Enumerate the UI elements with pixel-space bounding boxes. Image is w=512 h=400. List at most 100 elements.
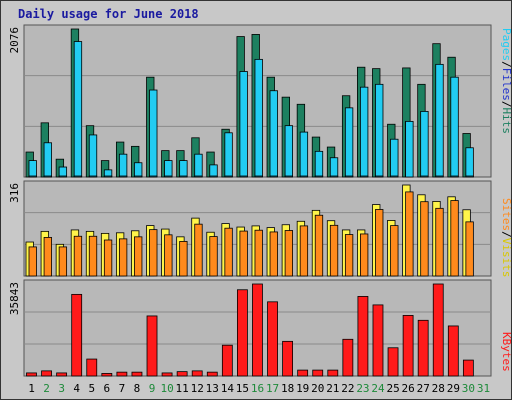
bar-sites-day-20 <box>314 214 324 277</box>
bar-kbytes-day-15 <box>237 289 248 377</box>
bar-sites-day-14 <box>224 227 233 277</box>
bar-sites-day-10 <box>164 234 173 277</box>
bar-sites-day-18 <box>284 230 293 277</box>
bar-sites-day-19 <box>299 225 309 277</box>
bar-sites-day-6 <box>103 239 113 277</box>
bar-files-day-7 <box>118 153 128 178</box>
bar-kbytes-day-2 <box>41 370 52 377</box>
bar-sites-day-30 <box>465 221 474 277</box>
bar-files-day-10 <box>164 160 173 178</box>
chart-bars <box>25 28 474 377</box>
bar-files-day-12 <box>194 153 203 178</box>
bar-pages-day-22 <box>344 175 354 178</box>
bar-pages-day-26 <box>405 120 414 178</box>
bar-sites-day-2 <box>43 237 52 277</box>
x-tick-label-day-25: 25 <box>386 382 399 395</box>
bar-pages-day-12 <box>194 175 203 178</box>
bar-pages-day-1 <box>28 175 37 178</box>
bar-files-day-23 <box>360 86 369 178</box>
bar-sites-day-4 <box>73 235 83 277</box>
bar-pages-day-2 <box>43 175 52 178</box>
bar-pages-day-28 <box>435 175 444 178</box>
bar-kbytes-day-14 <box>221 344 233 377</box>
bar-pages-day-8 <box>134 175 143 178</box>
bar-pages-day-25 <box>390 175 399 178</box>
bar-files-day-30 <box>465 147 474 178</box>
legend-hits-files-pages: Pages/Files/Hits <box>500 28 512 134</box>
x-tick-label-day-4: 4 <box>73 382 80 395</box>
bar-sites-day-9 <box>149 229 158 277</box>
bar-sites-day-27 <box>420 201 429 277</box>
legend-sep: / <box>500 101 512 108</box>
bar-pages-day-27 <box>420 175 429 178</box>
bar-kbytes-day-8 <box>131 371 143 377</box>
bar-files-day-1 <box>28 160 37 178</box>
x-tick-label-day-3: 3 <box>58 382 65 395</box>
bar-files-day-13 <box>209 164 218 178</box>
bar-sites-day-15 <box>239 230 248 277</box>
bar-sites-day-12 <box>194 223 203 277</box>
bar-pages-day-30 <box>465 175 474 178</box>
bar-kbytes-day-22 <box>342 338 354 377</box>
bar-kbytes-day-13 <box>206 371 218 377</box>
bar-pages-day-20 <box>314 175 324 178</box>
bar-files-day-4 <box>73 41 83 178</box>
bar-pages-day-21 <box>329 175 339 178</box>
x-tick-label-day-7: 7 <box>119 382 126 395</box>
bar-files-day-21 <box>329 157 339 178</box>
x-tick-label-day-15: 15 <box>236 382 249 395</box>
bar-pages-day-13 <box>209 175 218 178</box>
bar-sites-day-8 <box>134 236 143 277</box>
bar-sites-day-24 <box>375 209 384 277</box>
legend-sep: / <box>500 231 512 238</box>
bar-kbytes-day-1 <box>26 372 37 377</box>
bar-files-day-11 <box>179 160 188 178</box>
x-tick-label-day-1: 1 <box>28 382 35 395</box>
bar-files-day-18 <box>284 125 293 178</box>
bar-kbytes-day-29 <box>447 325 459 377</box>
bar-files-day-28 <box>435 63 444 178</box>
legend-visits: Visits <box>500 238 512 278</box>
bar-sites-day-5 <box>88 235 98 277</box>
x-tick-label-day-12: 12 <box>191 382 204 395</box>
bar-sites-day-13 <box>209 236 218 277</box>
bar-pages-day-16 <box>254 175 263 178</box>
bar-kbytes-day-27 <box>417 319 429 377</box>
legend-sites-visits: Sites/Visits <box>500 198 512 278</box>
bar-pages-day-5 <box>88 175 98 178</box>
bar-pages-day-15 <box>239 175 248 178</box>
bar-kbytes-day-24 <box>372 304 384 377</box>
bar-kbytes-day-9 <box>146 315 158 377</box>
x-tick-label-day-24: 24 <box>371 382 385 395</box>
x-tick-label-day-29: 29 <box>447 382 460 395</box>
bar-kbytes-day-28 <box>432 283 444 377</box>
x-tick-label-day-17: 17 <box>266 382 279 395</box>
bar-files-day-14 <box>224 132 233 178</box>
bar-sites-day-16 <box>254 229 263 277</box>
x-tick-label-day-8: 8 <box>134 382 141 395</box>
x-tick-label-day-22: 22 <box>341 382 354 395</box>
x-tick-label-day-2: 2 <box>43 382 50 395</box>
bar-kbytes-day-7 <box>116 371 128 377</box>
legend-kbytes-label: KBytes <box>500 332 512 372</box>
bar-sites-day-25 <box>390 225 399 277</box>
bar-sites-day-21 <box>329 224 339 277</box>
bar-files-day-3 <box>58 166 68 178</box>
legend-files: Files <box>500 68 512 101</box>
bar-files-day-2 <box>43 142 52 178</box>
bar-kbytes-day-21 <box>327 369 339 377</box>
x-tick-label-day-31: 31 <box>477 382 490 395</box>
legend-sep: / <box>500 61 512 68</box>
bar-files-day-9 <box>149 89 158 178</box>
bar-kbytes-day-16 <box>252 283 263 377</box>
x-tick-label-day-27: 27 <box>417 382 430 395</box>
x-tick-label-day-6: 6 <box>104 382 111 395</box>
bar-files-day-29 <box>450 76 459 178</box>
x-tick-label-day-20: 20 <box>311 382 324 395</box>
x-tick-label-day-5: 5 <box>88 382 95 395</box>
x-tick-label-day-9: 9 <box>149 382 156 395</box>
x-tick-label-day-18: 18 <box>281 382 294 395</box>
legend-sites: Sites <box>500 198 512 231</box>
bar-pages-day-17 <box>269 175 278 178</box>
